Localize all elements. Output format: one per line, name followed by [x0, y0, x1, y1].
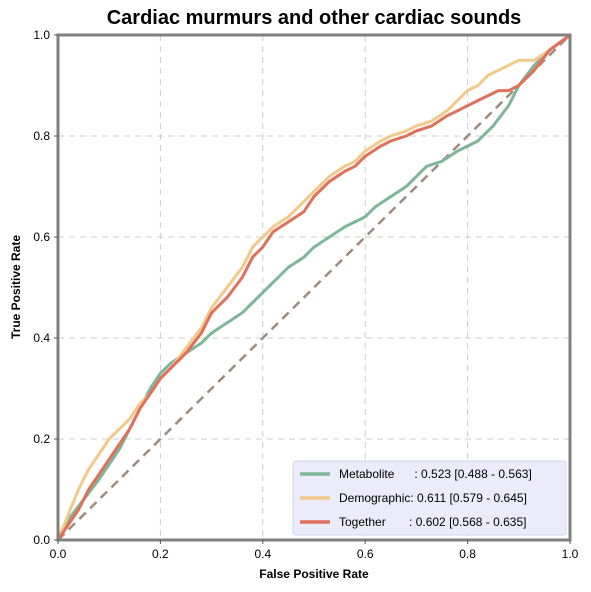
plot-frame: [56, 33, 572, 542]
y-tick-label: 0.6: [33, 230, 50, 244]
series-line-together: [56, 33, 572, 542]
y-tick-label: 0.4: [33, 331, 50, 345]
x-tick-label: 0.6: [357, 547, 374, 561]
x-tick-label: 0.0: [50, 547, 67, 561]
series-lines: [56, 33, 572, 542]
y-tick-label: 0.0: [33, 533, 50, 547]
x-tick-label: 0.2: [152, 547, 169, 561]
x-axis-title: False Positive Rate: [259, 567, 369, 581]
y-axis-ticks: 0.0 0.2 0.4 0.6 0.8 1.0: [33, 28, 58, 547]
grid-lines: [58, 35, 570, 540]
x-tick-label: 0.8: [459, 547, 476, 561]
x-tick-label: 1.0: [562, 547, 579, 561]
y-tick-label: 0.2: [33, 432, 50, 446]
chart-title: Cardiac murmurs and other cardiac sounds: [107, 7, 522, 29]
y-tick-label: 0.8: [33, 129, 50, 143]
x-axis-ticks: 0.0 0.2 0.4 0.6 0.8 1.0: [50, 540, 579, 561]
series-line-demographic: [56, 33, 572, 542]
y-axis-title: True Positive Rate: [9, 235, 23, 339]
legend-box: [292, 460, 567, 536]
x-tick-label: 0.4: [254, 547, 271, 561]
legend-label-demographic: Demographic: 0.611 [0.579 - 0.645]: [339, 491, 527, 505]
legend-label-metabolite: Metabolite : 0.523 [0.488 - 0.563]: [339, 467, 532, 481]
legend-label-together: Together : 0.602 [0.568 - 0.635]: [339, 515, 526, 529]
y-tick-label: 1.0: [33, 28, 50, 42]
legend: Metabolite : 0.523 [0.488 - 0.563] Demogr…: [292, 460, 567, 536]
